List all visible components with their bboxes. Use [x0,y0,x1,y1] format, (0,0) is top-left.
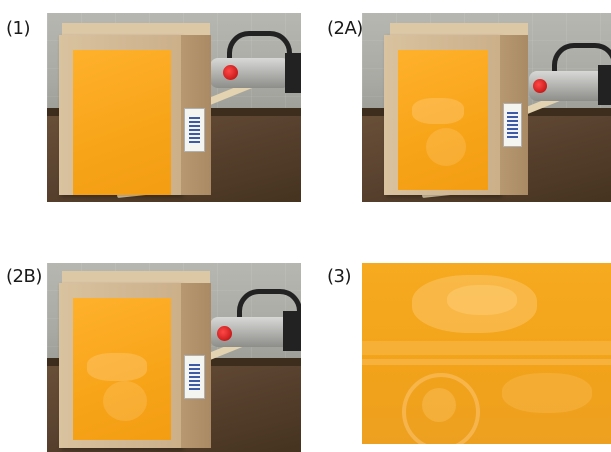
photo-panel-1 [47,13,301,202]
dosimeter-device [210,58,290,88]
red-indicator [223,65,238,80]
photo-panel-2b [47,263,301,452]
orange-screen [398,50,488,190]
panel-label-1: (1) [6,18,31,39]
red-indicator [217,326,232,341]
photo-panel-2a [362,13,611,202]
label-sticker [184,355,205,399]
label-sticker [503,103,522,147]
panel-label-2a: (2A) [327,18,363,39]
label-sticker [184,108,205,152]
image-ghost [412,98,464,124]
red-indicator [533,79,547,93]
image-ghost [87,353,147,381]
photo-panel-3 [362,263,611,444]
panel-label-2b: (2B) [6,266,42,287]
image-ghost [412,275,537,333]
orange-screen [73,50,171,195]
ghost-ring [402,373,480,444]
panel-label-3: (3) [327,266,352,287]
orange-screen [73,298,171,440]
